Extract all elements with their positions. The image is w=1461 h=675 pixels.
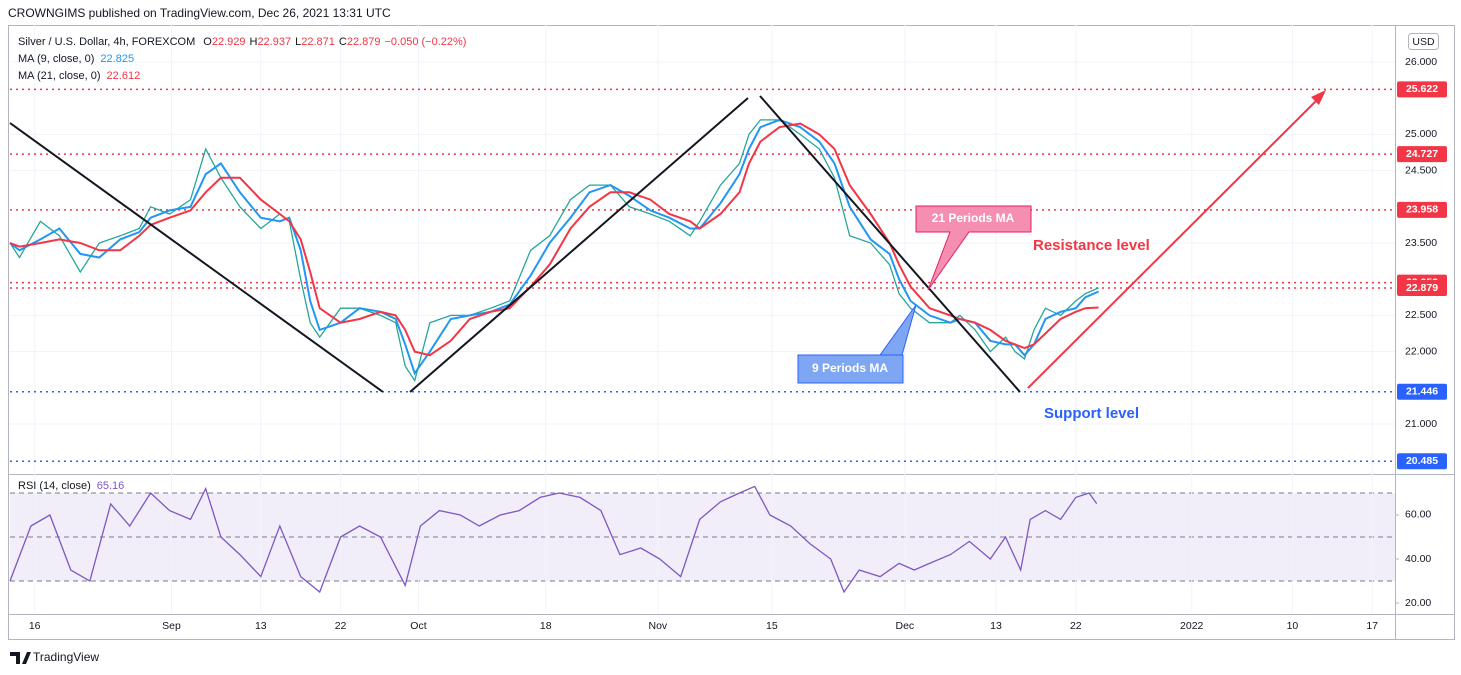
grid [10, 25, 1399, 612]
arrow-head [1311, 90, 1326, 105]
y-tick-label: 26.000 [1405, 56, 1437, 68]
level-label: 23.958 [1406, 204, 1438, 216]
level-label-box [1397, 81, 1447, 98]
texts: 21.000 22.000 22.500 23.500 24.500 25.000 26.0… [18, 36, 1437, 632]
annotation: 9 Periods MA [812, 361, 888, 375]
ohlc-value: 22.929 [212, 36, 246, 48]
x-tick-label: 18 [540, 620, 552, 632]
arrow-line [1027, 94, 1323, 389]
x-tick-label: 10 [1287, 620, 1299, 632]
ohlc-key: H [249, 36, 257, 48]
ohlc-value: 22.937 [257, 36, 291, 48]
level-label: 24.727 [1406, 148, 1438, 160]
legend-title: Silver / U.S. Dollar, 4h, FOREXCOM O22.92… [18, 36, 466, 48]
y-tick-label: 22.000 [1405, 345, 1437, 357]
level-label: 22.879 [1406, 282, 1438, 294]
y-tick-label: 25.000 [1405, 128, 1437, 140]
x-tick-label: Oct [410, 620, 426, 632]
rsi-name: RSI (14, close) [18, 480, 91, 492]
x-tick-label: 2022 [1180, 620, 1204, 632]
x-tick-label: Dec [895, 620, 914, 632]
currency-box [1408, 33, 1439, 50]
y-tick-label: 20.00 [1405, 597, 1431, 609]
ohlc-key: O [203, 36, 212, 48]
x-tick-label: 15 [766, 620, 778, 632]
y-tick-label: 40.00 [1405, 553, 1431, 565]
ohlc-key: L [295, 36, 301, 48]
x-tick-label: 13 [990, 620, 1002, 632]
x-tick-label: 13 [255, 620, 267, 632]
ma-value: 22.612 [107, 70, 141, 82]
callout-9ma [797, 304, 917, 384]
level-label-box [1397, 383, 1447, 400]
x-tick-label: 16 [29, 620, 41, 632]
ma-name: MA (9, close, 0) [18, 53, 94, 65]
levels: 25.62224.72723.95822.95322.87921.44620.4… [10, 81, 1447, 470]
logo-mark [10, 652, 31, 664]
x-tick-label: 22 [1070, 620, 1082, 632]
change: −0.050 (−0.22%) [384, 36, 466, 48]
trend-lines [9, 90, 1326, 393]
trend-line [759, 95, 1021, 393]
ma-value: 22.825 [100, 53, 134, 65]
frame [8, 25, 1455, 640]
y-tick-label: 24.500 [1405, 164, 1437, 176]
y-tick-label: 22.500 [1405, 309, 1437, 321]
x-tick-label: 22 [335, 620, 347, 632]
x-tick-label: Nov [649, 620, 668, 632]
ma-name: MA (21, close, 0) [18, 70, 101, 82]
y-tick-label: 23.500 [1405, 237, 1437, 249]
currency: USD [1412, 36, 1435, 48]
ma-line [9, 118, 1099, 376]
level-label-box [1397, 201, 1447, 218]
marks [9, 118, 1099, 594]
level-label: 20.485 [1406, 455, 1438, 467]
legend-ma: MA (21, close, 0) 22.612 [18, 70, 140, 82]
ohlc-key: C [339, 36, 347, 48]
symbol: Silver / U.S. Dollar, 4h, FOREXCOM [18, 36, 195, 48]
annotation: 21 Periods MA [932, 211, 1015, 225]
level-label-box [1397, 453, 1447, 470]
level-label-box [1397, 279, 1447, 296]
y-tick-label: 60.00 [1405, 509, 1431, 521]
price-line [9, 119, 1099, 383]
level-label: 21.446 [1406, 386, 1438, 398]
annotation: Resistance level [1033, 237, 1150, 254]
rsi-line [9, 485, 1098, 594]
ma-line [9, 122, 1099, 357]
x-tick-label: Sep [162, 620, 181, 632]
y-tick-label: 21.000 [1405, 418, 1437, 430]
rsi-value: 65.16 [97, 480, 125, 492]
x-tick-label: 17 [1366, 620, 1378, 632]
ohlc-value: 22.879 [347, 36, 381, 48]
trend-line [9, 122, 384, 393]
publish-header: CROWNGIMS published on TradingView.com, … [8, 6, 391, 20]
trend-line [409, 97, 749, 393]
ohlc-value: 22.871 [301, 36, 335, 48]
level-label: 25.622 [1406, 83, 1438, 95]
annotation: Support level [1044, 405, 1139, 422]
logo: TradingView [10, 650, 99, 664]
callout-21ma [915, 205, 1032, 291]
footer-brand: TradingView [33, 650, 99, 664]
callouts [797, 205, 1032, 384]
rsi-legend: RSI (14, close) 65.16 [18, 480, 124, 492]
level-label-box [1397, 146, 1447, 163]
legend-ma: MA (9, close, 0) 22.825 [18, 53, 134, 65]
